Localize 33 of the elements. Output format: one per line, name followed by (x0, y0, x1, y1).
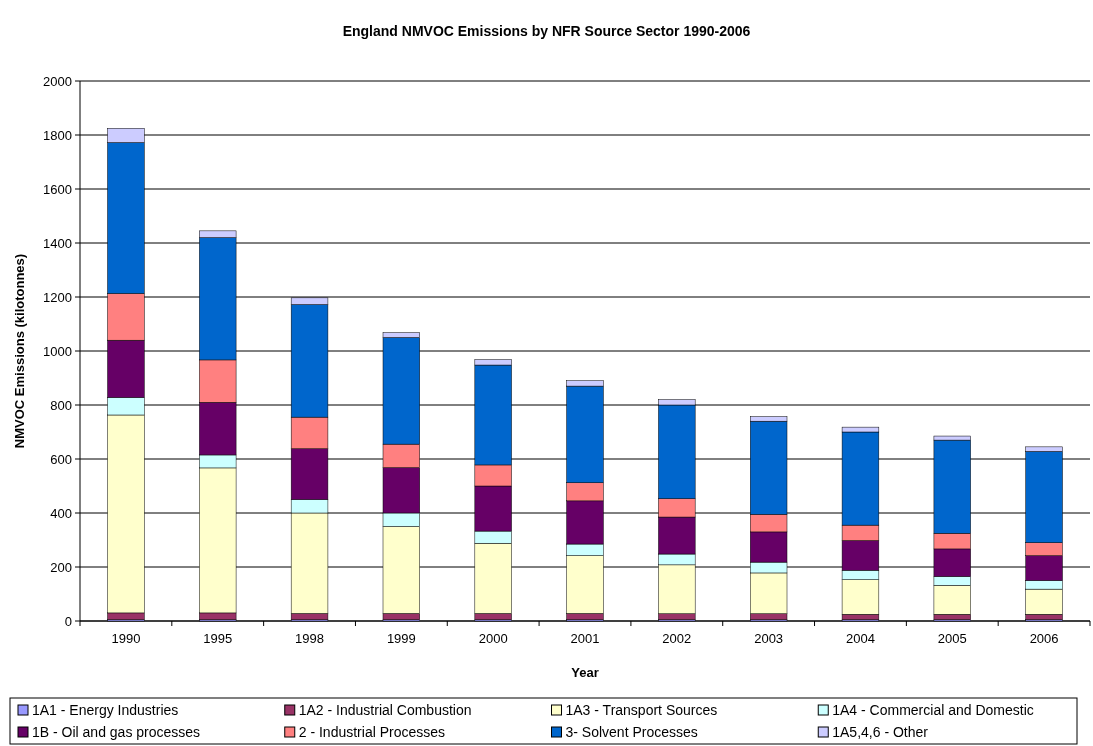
x-tick-label: 1995 (203, 631, 233, 646)
x-tick-label: 2004 (845, 631, 875, 646)
y-tick-label: 200 (50, 559, 72, 575)
legend-label: 1A4 - Commercial and Domestic (832, 701, 1034, 718)
x-tick-label: 2000 (478, 631, 508, 646)
y-tick-label: 1600 (43, 181, 72, 197)
y-tick-label: 800 (50, 397, 72, 413)
x-tick-label: 2002 (662, 631, 692, 646)
x-tick-label: 2005 (937, 631, 967, 646)
x-tick-label: 1990 (111, 631, 141, 646)
legend-label: 3- Solvent Processes (565, 723, 698, 740)
legend-label: 2 - Industrial Processes (298, 723, 446, 740)
y-tick-label: 1000 (43, 343, 72, 359)
legend-label: 1A1 - Energy Industries (32, 701, 179, 718)
x-tick-label: 1998 (295, 631, 325, 646)
legend-label: 1A3 - Transport Sources (565, 701, 718, 718)
y-tick-label: 1800 (43, 127, 72, 143)
y-tick-label: 400 (50, 505, 72, 521)
legend-label: 1A2 - Industrial Combustion (298, 701, 472, 718)
x-tick-label: 2001 (570, 631, 600, 646)
chart-title: England NMVOC Emissions by NFR Source Sector 1990-2006 (342, 23, 751, 39)
y-axis-title: NMVOC Emissions (kilotonnes) (12, 253, 27, 449)
legend-label: 1A5,4,6 - Other (832, 723, 929, 740)
x-tick-label: 1999 (386, 631, 416, 646)
x-tick-label: 2003 (754, 631, 784, 646)
x-axis-title: Year (571, 665, 599, 680)
legend-label: 1B - Oil and gas processes (32, 723, 201, 740)
x-tick-label: 2006 (1029, 631, 1059, 646)
y-tick-label: 0 (64, 613, 72, 629)
y-tick-label: 2000 (43, 73, 72, 89)
y-tick-label: 600 (50, 451, 72, 467)
y-tick-label: 1200 (43, 289, 72, 305)
y-tick-label: 1400 (43, 235, 72, 251)
